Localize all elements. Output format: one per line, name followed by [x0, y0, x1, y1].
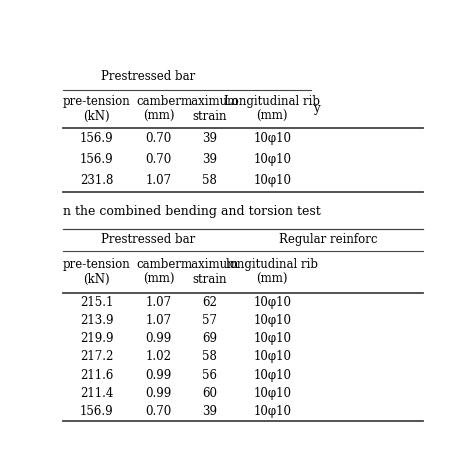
- Text: 0.70: 0.70: [146, 153, 172, 166]
- Text: 62: 62: [202, 296, 217, 309]
- Text: 0.99: 0.99: [146, 369, 172, 382]
- Text: 1.07: 1.07: [146, 314, 172, 327]
- Text: 10φ10: 10φ10: [253, 132, 292, 145]
- Text: 211.6: 211.6: [80, 369, 114, 382]
- Text: camber
(mm): camber (mm): [136, 95, 181, 123]
- Text: Prestressed bar: Prestressed bar: [101, 233, 195, 246]
- Text: Prestressed bar: Prestressed bar: [101, 70, 195, 83]
- Text: 69: 69: [202, 332, 218, 345]
- Text: n the combined bending and torsion test: n the combined bending and torsion test: [63, 205, 321, 218]
- Text: 156.9: 156.9: [80, 153, 114, 166]
- Text: 60: 60: [202, 387, 218, 400]
- Text: 39: 39: [202, 153, 218, 166]
- Text: 211.4: 211.4: [80, 387, 114, 400]
- Text: 0.70: 0.70: [146, 132, 172, 145]
- Text: 58: 58: [202, 174, 217, 188]
- Text: 217.2: 217.2: [80, 350, 114, 364]
- Text: maximum
strain: maximum strain: [181, 95, 239, 123]
- Text: 10φ10: 10φ10: [253, 314, 292, 327]
- Text: 57: 57: [202, 314, 218, 327]
- Text: 156.9: 156.9: [80, 132, 114, 145]
- Text: 219.9: 219.9: [80, 332, 114, 345]
- Text: pre-tension
(kN): pre-tension (kN): [63, 258, 131, 286]
- Text: 10φ10: 10φ10: [253, 332, 292, 345]
- Text: 231.8: 231.8: [80, 174, 114, 188]
- Text: longitudinal rib
(mm): longitudinal rib (mm): [226, 258, 319, 286]
- Text: 213.9: 213.9: [80, 314, 114, 327]
- Text: 10φ10: 10φ10: [253, 153, 292, 166]
- Text: 56: 56: [202, 369, 218, 382]
- Text: 58: 58: [202, 350, 217, 364]
- Text: 10φ10: 10φ10: [253, 350, 292, 364]
- Text: 39: 39: [202, 405, 218, 418]
- Text: maximum
strain: maximum strain: [181, 258, 239, 286]
- Text: Regular reinforc: Regular reinforc: [279, 233, 378, 246]
- Text: 39: 39: [202, 132, 218, 145]
- Text: 10φ10: 10φ10: [253, 387, 292, 400]
- Text: 156.9: 156.9: [80, 405, 114, 418]
- Text: 1.07: 1.07: [146, 174, 172, 188]
- Text: 0.99: 0.99: [146, 387, 172, 400]
- Text: 10φ10: 10φ10: [253, 369, 292, 382]
- Text: 0.99: 0.99: [146, 332, 172, 345]
- Text: camber
(mm): camber (mm): [136, 258, 181, 286]
- Text: 0.70: 0.70: [146, 405, 172, 418]
- Text: Longitudinal rib
(mm): Longitudinal rib (mm): [224, 95, 320, 123]
- Text: 10φ10: 10φ10: [253, 296, 292, 309]
- Text: 1.07: 1.07: [146, 296, 172, 309]
- Text: pre-tension
(kN): pre-tension (kN): [63, 95, 131, 123]
- Text: 10φ10: 10φ10: [253, 405, 292, 418]
- Text: y: y: [313, 102, 319, 115]
- Text: 215.1: 215.1: [80, 296, 114, 309]
- Text: 10φ10: 10φ10: [253, 174, 292, 188]
- Text: 1.02: 1.02: [146, 350, 172, 364]
